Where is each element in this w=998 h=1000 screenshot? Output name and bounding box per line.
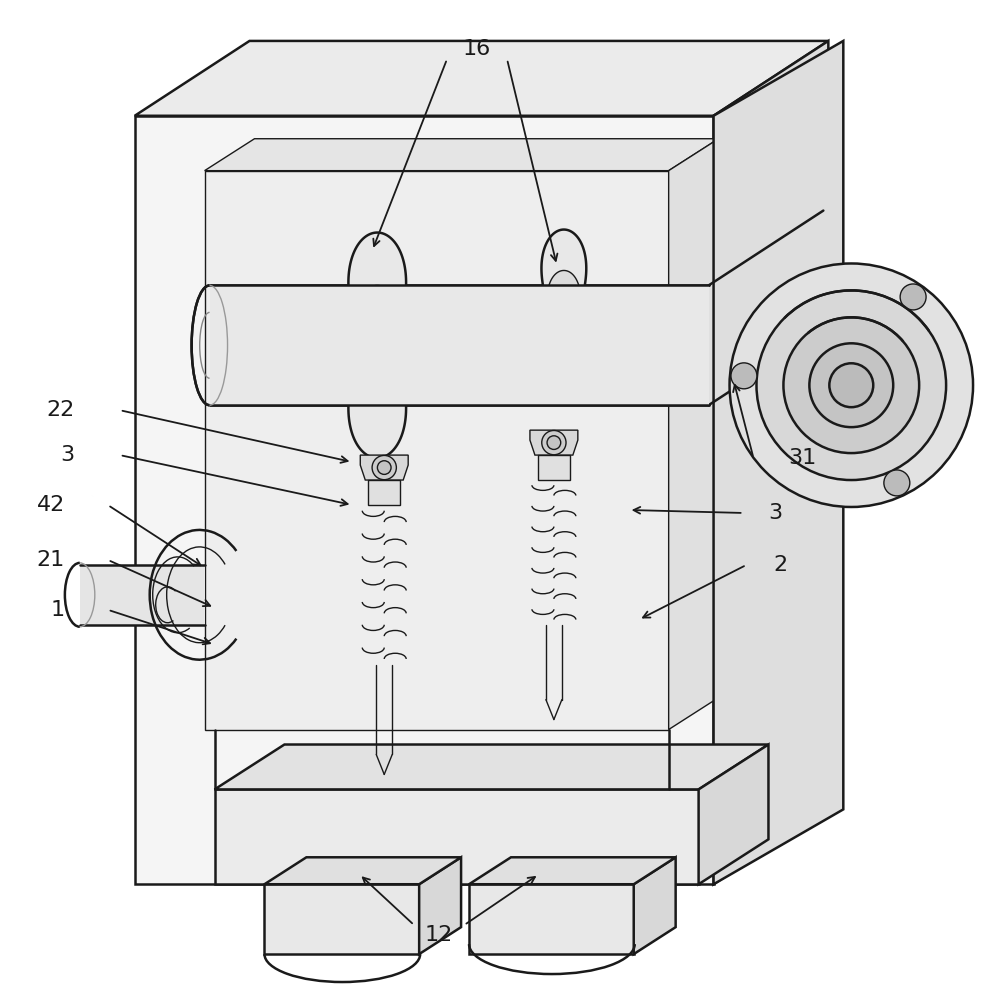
Text: 42: 42	[37, 495, 65, 515]
Polygon shape	[544, 295, 584, 335]
Polygon shape	[135, 41, 828, 116]
Text: 21: 21	[37, 550, 65, 570]
Polygon shape	[519, 270, 609, 360]
Polygon shape	[669, 139, 719, 730]
Circle shape	[372, 455, 396, 480]
Polygon shape	[699, 745, 768, 884]
Polygon shape	[205, 171, 669, 730]
Text: 12: 12	[425, 925, 453, 945]
Polygon shape	[215, 745, 768, 789]
Polygon shape	[368, 480, 400, 505]
Polygon shape	[215, 789, 699, 884]
Polygon shape	[349, 317, 405, 373]
Text: 22: 22	[47, 400, 75, 420]
Text: 3: 3	[61, 445, 75, 465]
Circle shape	[900, 284, 926, 310]
Polygon shape	[264, 233, 490, 458]
Polygon shape	[714, 41, 843, 884]
Circle shape	[730, 263, 973, 507]
Circle shape	[809, 343, 893, 427]
Polygon shape	[317, 285, 437, 405]
Polygon shape	[469, 857, 676, 884]
Polygon shape	[538, 455, 570, 480]
Polygon shape	[264, 884, 419, 954]
Circle shape	[731, 363, 756, 389]
Text: 3: 3	[768, 503, 782, 523]
Polygon shape	[210, 285, 709, 405]
Circle shape	[756, 290, 946, 480]
Circle shape	[884, 470, 910, 496]
Polygon shape	[478, 230, 650, 401]
Circle shape	[542, 430, 566, 455]
Polygon shape	[210, 285, 709, 405]
Text: 1: 1	[51, 600, 65, 620]
Polygon shape	[205, 139, 719, 171]
Text: 2: 2	[773, 555, 787, 575]
Polygon shape	[135, 116, 714, 884]
Polygon shape	[360, 455, 408, 480]
Polygon shape	[530, 430, 578, 455]
Circle shape	[377, 461, 391, 474]
Polygon shape	[80, 565, 205, 625]
Text: 16: 16	[463, 39, 491, 59]
Polygon shape	[419, 857, 461, 954]
Circle shape	[783, 317, 919, 453]
Polygon shape	[714, 41, 828, 884]
Polygon shape	[469, 884, 634, 954]
Text: 31: 31	[788, 448, 816, 468]
Circle shape	[829, 363, 873, 407]
Polygon shape	[634, 857, 676, 954]
Circle shape	[547, 436, 561, 449]
Polygon shape	[264, 857, 461, 884]
